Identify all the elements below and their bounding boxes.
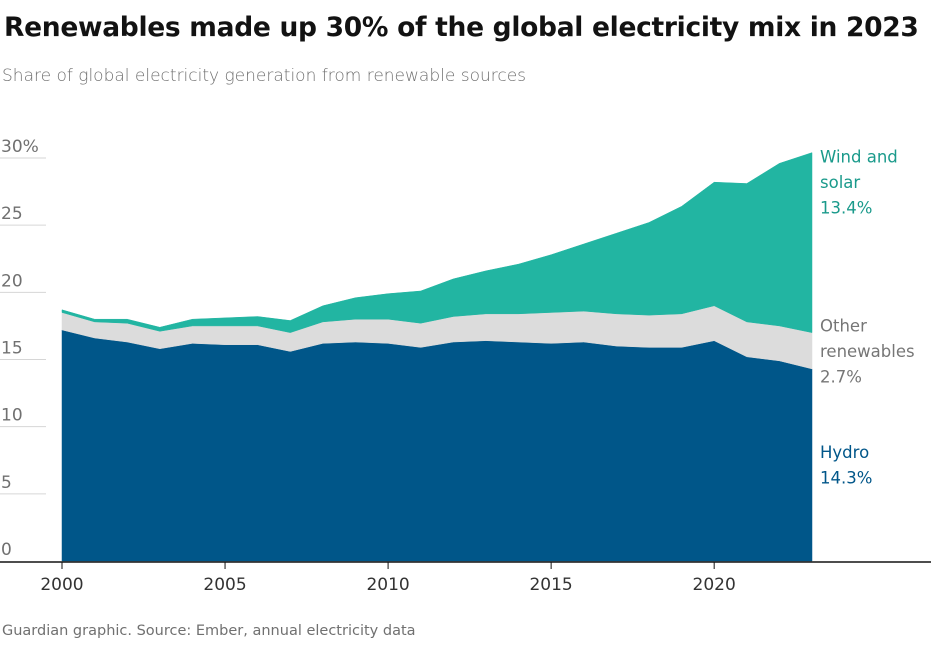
series-labels: Hydro 14.3% Other renewables 2.7% Wind and sol… <box>820 148 915 488</box>
x-tick-label: 2020 <box>693 575 736 595</box>
y-tick-label: 15 <box>1 339 23 359</box>
gridlines <box>0 157 46 495</box>
area-series <box>61 152 813 562</box>
y-tick-label: 0 <box>1 540 12 560</box>
y-tick-label: 5 <box>1 473 12 493</box>
other-label: Other renewables 2.7% <box>820 316 915 386</box>
hydro-area <box>61 329 813 562</box>
x-tick-label: 2000 <box>40 575 83 595</box>
wind-solar-label: Wind and solar 13.4% <box>820 148 898 218</box>
stacked-area-chart: 0 5 10 15 20 25 30% 2000 2005 2010 2015 2020 Hydro… <box>0 137 931 595</box>
y-axis-tick-labels: 0 5 10 15 20 25 30% <box>1 137 39 560</box>
source-note: Guardian graphic. Source: Ember, annual … <box>2 623 416 639</box>
y-tick-label: 30% <box>1 137 39 157</box>
x-tick-label: 2005 <box>203 575 246 595</box>
x-tick-label: 2015 <box>529 575 572 595</box>
y-tick-label: 25 <box>1 204 23 224</box>
chart-subtitle: Share of global electricity generation f… <box>2 66 527 86</box>
y-tick-label: 20 <box>1 271 23 291</box>
x-tick-label: 2010 <box>366 575 409 595</box>
wind-solar-area <box>61 152 813 333</box>
x-axis-ticks: 2000 2005 2010 2015 2020 <box>40 562 736 595</box>
chart-title: Renewables made up 30% of the global ele… <box>4 12 919 43</box>
y-tick-label: 10 <box>1 406 23 426</box>
hydro-label: Hydro 14.3% <box>820 443 872 488</box>
